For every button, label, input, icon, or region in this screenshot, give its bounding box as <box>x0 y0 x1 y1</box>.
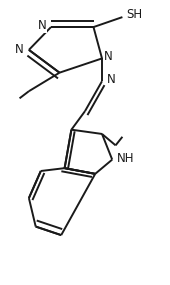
Text: N: N <box>104 50 113 64</box>
Text: NH: NH <box>117 152 135 165</box>
Text: N: N <box>15 43 24 56</box>
Text: N: N <box>107 73 116 86</box>
Text: SH: SH <box>127 8 143 21</box>
Text: N: N <box>38 19 47 32</box>
